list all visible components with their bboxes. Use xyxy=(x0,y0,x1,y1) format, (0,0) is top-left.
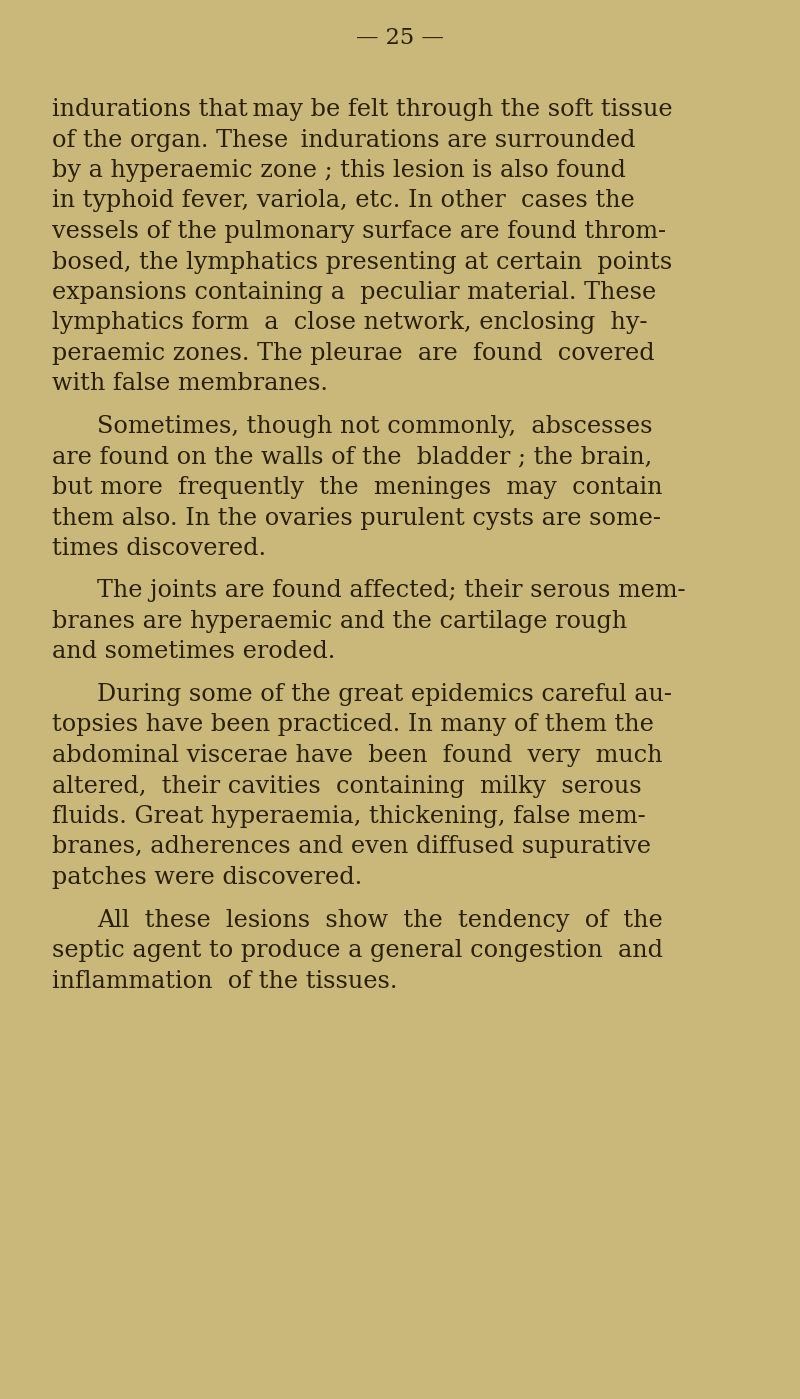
Text: branes, adherences and even diffused supurative: branes, adherences and even diffused sup… xyxy=(52,835,651,859)
Text: them also. In the ovaries purulent cysts are some-: them also. In the ovaries purulent cysts… xyxy=(52,506,661,529)
Text: During some of the great epidemics careful au-: During some of the great epidemics caref… xyxy=(97,683,672,706)
Text: topsies have been practiced. In many of them the: topsies have been practiced. In many of … xyxy=(52,713,654,736)
Text: but more  frequently  the  meninges  may  contain: but more frequently the meninges may con… xyxy=(52,476,662,499)
Text: by a hyperaemic zone ; this lesion is also found: by a hyperaemic zone ; this lesion is al… xyxy=(52,159,626,182)
Text: peraemic zones. The pleurae  are  found  covered: peraemic zones. The pleurae are found co… xyxy=(52,341,654,365)
Text: indurations that may be felt through the soft tissue: indurations that may be felt through the… xyxy=(52,98,673,120)
Text: septic agent to produce a general congestion  and: septic agent to produce a general conges… xyxy=(52,939,663,963)
Text: fluids. Great hyperaemia, thickening, false mem-: fluids. Great hyperaemia, thickening, fa… xyxy=(52,804,646,828)
Text: bosed, the lymphatics presenting at certain  points: bosed, the lymphatics presenting at cert… xyxy=(52,250,672,273)
Text: abdominal viscerae have  been  found  very  much: abdominal viscerae have been found very … xyxy=(52,744,662,767)
Text: — 25 —: — 25 — xyxy=(356,27,444,49)
Text: expansions containing a  peculiar material. These: expansions containing a peculiar materia… xyxy=(52,281,671,304)
Text: Sometimes, though not commonly,  abscesses: Sometimes, though not commonly, abscesse… xyxy=(97,416,653,438)
Text: The joints are found affected; their serous mem-: The joints are found affected; their ser… xyxy=(97,579,686,603)
Text: All  these  lesions  show  the  tendency  of  the: All these lesions show the tendency of t… xyxy=(97,908,662,932)
Text: lymphatics form  a  close network, enclosing  hy-: lymphatics form a close network, enclosi… xyxy=(52,312,647,334)
Text: times discovered.: times discovered. xyxy=(52,537,266,560)
Text: with false membranes.: with false membranes. xyxy=(52,372,328,396)
Text: in typhoid fever, variola, etc. In other  cases the: in typhoid fever, variola, etc. In other… xyxy=(52,189,634,213)
Text: altered,  their cavities  containing  milky  serous: altered, their cavities containing milky… xyxy=(52,775,642,797)
Text: of the organ. These  indurations are surrounded: of the organ. These indurations are surr… xyxy=(52,129,635,151)
Text: are found on the walls of the  bladder ; the brain,: are found on the walls of the bladder ; … xyxy=(52,445,652,469)
Text: and sometimes eroded.: and sometimes eroded. xyxy=(52,641,335,663)
Text: vessels of the pulmonary surface are found throm-: vessels of the pulmonary surface are fou… xyxy=(52,220,666,243)
Text: branes are hyperaemic and the cartilage rough: branes are hyperaemic and the cartilage … xyxy=(52,610,627,632)
Text: patches were discovered.: patches were discovered. xyxy=(52,866,362,888)
Text: inflammation  of the tissues.: inflammation of the tissues. xyxy=(52,970,398,992)
